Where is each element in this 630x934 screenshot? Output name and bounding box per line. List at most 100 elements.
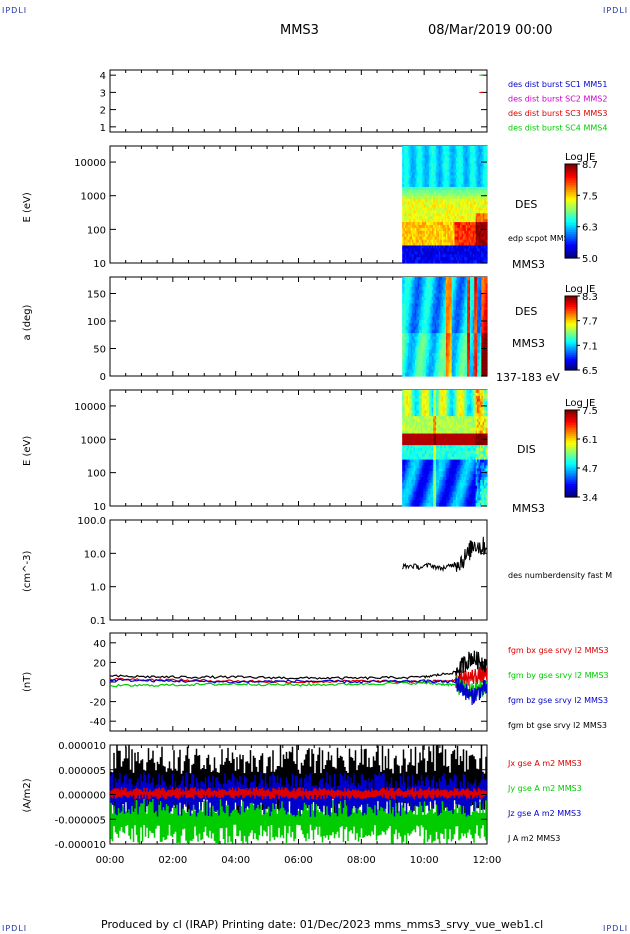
heatmap-cell bbox=[402, 248, 405, 252]
heatmap-cell bbox=[433, 166, 436, 170]
heatmap-cell bbox=[443, 326, 446, 331]
heatmap-cell bbox=[479, 369, 482, 374]
heatmap-cell bbox=[402, 465, 405, 469]
heatmap-cell bbox=[440, 204, 443, 209]
heatmap-cell bbox=[424, 339, 427, 344]
heatmap-cell bbox=[410, 359, 413, 364]
heatmap-cell bbox=[414, 207, 417, 211]
heatmap-cell bbox=[402, 343, 405, 347]
heatmap-cell bbox=[437, 163, 440, 168]
heatmap-cell bbox=[478, 186, 481, 191]
heatmap-cell bbox=[403, 339, 406, 344]
heatmap-cell bbox=[438, 329, 441, 334]
heatmap-cell bbox=[481, 233, 484, 238]
heatmap-cell bbox=[447, 204, 450, 209]
heatmap-cell bbox=[472, 293, 475, 298]
heatmap-cell bbox=[465, 343, 468, 347]
heatmap-cell bbox=[443, 148, 446, 153]
heatmap-cell bbox=[414, 398, 417, 403]
heatmap-cell bbox=[423, 195, 426, 200]
heatmap-cell bbox=[450, 207, 453, 211]
heatmap-cell bbox=[427, 239, 430, 244]
heatmap-cell bbox=[482, 316, 485, 321]
heatmap-cell bbox=[437, 313, 440, 318]
heatmap-cell bbox=[462, 339, 465, 344]
heatmap-cell bbox=[468, 166, 471, 170]
heatmap-cell bbox=[416, 442, 419, 446]
heatmap-cell bbox=[409, 186, 412, 191]
heatmap-cell bbox=[409, 257, 412, 261]
heatmap-cell bbox=[406, 445, 409, 449]
heatmap-cell bbox=[410, 224, 413, 229]
heatmap-cell bbox=[424, 303, 427, 308]
heatmap-cell bbox=[434, 359, 437, 364]
y-tick-label: 100 bbox=[87, 317, 106, 328]
heatmap-cell bbox=[436, 224, 439, 229]
heatmap-cell bbox=[441, 251, 444, 255]
y-tick-label: 150 bbox=[87, 290, 106, 301]
heatmap-cell bbox=[444, 372, 447, 377]
heatmap-cell bbox=[461, 346, 464, 351]
heatmap-cell bbox=[470, 245, 473, 249]
heatmap-cell bbox=[420, 280, 423, 285]
heatmap-cell bbox=[465, 169, 468, 173]
heatmap-cell bbox=[412, 260, 415, 264]
colorbar-segment bbox=[565, 187, 577, 191]
heatmap-cell bbox=[409, 242, 412, 247]
heatmap-cell bbox=[443, 204, 446, 209]
heatmap-cell bbox=[450, 198, 453, 203]
heatmap-cell bbox=[413, 369, 416, 374]
colorbar-segment bbox=[565, 203, 577, 207]
heatmap-cell bbox=[420, 154, 423, 159]
heatmap-cell bbox=[457, 184, 460, 188]
heatmap-cell bbox=[409, 254, 412, 258]
heatmap-cell bbox=[472, 216, 475, 220]
heatmap-cell bbox=[430, 316, 433, 321]
heatmap-cell bbox=[478, 219, 481, 223]
heatmap-cell bbox=[455, 352, 458, 357]
heatmap-cell bbox=[462, 222, 465, 226]
heatmap-cell bbox=[471, 346, 474, 351]
heatmap-cell bbox=[412, 280, 415, 285]
heatmap-cell bbox=[457, 151, 460, 156]
heatmap-cell bbox=[460, 362, 463, 367]
heatmap-cell bbox=[444, 254, 447, 258]
heatmap-cell bbox=[478, 290, 481, 295]
heatmap-cell bbox=[485, 303, 488, 308]
heatmap-cell bbox=[475, 181, 478, 185]
heatmap-cell bbox=[485, 198, 488, 203]
heatmap-cell bbox=[406, 485, 409, 490]
heatmap-cell bbox=[410, 245, 413, 249]
heatmap-cell bbox=[462, 146, 465, 150]
heatmap-cell bbox=[451, 213, 454, 217]
heatmap-cell bbox=[482, 181, 485, 185]
heatmap-cell bbox=[470, 251, 473, 255]
heatmap-cell bbox=[412, 359, 415, 364]
heatmap-cell bbox=[474, 303, 477, 308]
heatmap-cell bbox=[458, 248, 461, 252]
heatmap-cell bbox=[475, 323, 478, 328]
heatmap-cell bbox=[447, 146, 450, 150]
heatmap-cell bbox=[450, 286, 453, 291]
heatmap-cell bbox=[436, 233, 439, 238]
heatmap-cell bbox=[479, 213, 482, 217]
heatmap-cell bbox=[482, 184, 485, 188]
heatmap-cell bbox=[474, 146, 477, 150]
heatmap-cell bbox=[431, 181, 434, 185]
heatmap-cell bbox=[413, 413, 416, 417]
heatmap-cell bbox=[451, 323, 454, 328]
heatmap-cell bbox=[427, 254, 430, 258]
heatmap-cell bbox=[447, 251, 450, 255]
heatmap-cell bbox=[402, 372, 405, 377]
heatmap-cell bbox=[427, 157, 430, 162]
heatmap-cell bbox=[479, 216, 482, 220]
heatmap-cell bbox=[416, 424, 419, 429]
heatmap-cell bbox=[406, 349, 409, 354]
heatmap-cell bbox=[413, 359, 416, 364]
heatmap-cell bbox=[412, 479, 415, 484]
heatmap-cell bbox=[441, 154, 444, 159]
heatmap-cell bbox=[403, 290, 406, 295]
heatmap-cell bbox=[478, 236, 481, 241]
heatmap-cell bbox=[414, 404, 417, 408]
heatmap-cell bbox=[419, 222, 422, 226]
